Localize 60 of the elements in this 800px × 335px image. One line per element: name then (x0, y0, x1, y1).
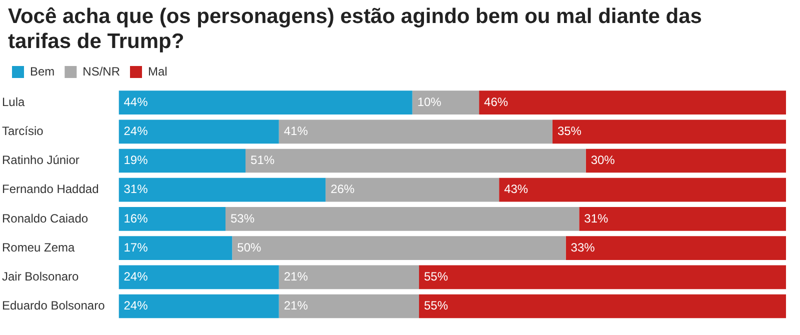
bar (232, 236, 566, 260)
bar (118, 90, 412, 114)
bar (118, 120, 279, 144)
data-label: 33% (570, 240, 596, 254)
data-label: 35% (557, 124, 582, 138)
bar (479, 90, 786, 114)
data-label: 50% (237, 240, 262, 254)
bar (246, 148, 586, 173)
data-label: 44% (124, 94, 148, 109)
y-tick-label: Romeu Zema (2, 240, 76, 254)
data-label: 31% (124, 182, 148, 196)
bar (226, 207, 580, 231)
data-label: 16% (124, 211, 148, 226)
y-tick-label: Ronaldo Caiado (2, 211, 88, 226)
bar (118, 265, 279, 290)
data-label: 41% (284, 124, 308, 138)
data-label: 46% (484, 94, 508, 109)
data-label: 43% (504, 182, 528, 196)
data-label: 19% (124, 153, 148, 168)
bar (278, 294, 420, 318)
legend-label: Mal (148, 64, 168, 78)
bar (579, 207, 786, 231)
y-tick-label: Ratinho Júnior (2, 153, 80, 168)
y-tick-label: Tarcísio (2, 124, 44, 138)
bar (326, 178, 500, 202)
chart-title: Você acha que (os personagens) estão agindo bem ou mal diante das tarifas de Trump? (8, 4, 703, 54)
data-label: 51% (250, 153, 275, 168)
legend-label: NS/NR (82, 64, 120, 78)
bar (118, 207, 226, 231)
y-tick-label: Fernando Haddad (2, 182, 99, 196)
bar (566, 236, 786, 260)
bar (278, 120, 552, 144)
bar (419, 265, 786, 290)
data-label: 24% (124, 269, 148, 284)
bar (118, 178, 326, 202)
y-tick-label: Jair Bolsonaro (2, 269, 80, 284)
data-label: 26% (330, 182, 355, 196)
bar (586, 148, 786, 173)
bar (118, 148, 246, 173)
bar (118, 294, 279, 318)
bar (412, 90, 480, 114)
bar (552, 120, 786, 144)
y-tick-label: Eduardo Bolsonaro (2, 298, 106, 313)
data-label: 10% (417, 94, 442, 109)
legend-label: Bem (30, 64, 55, 78)
bar (278, 265, 420, 290)
bar (419, 294, 786, 318)
data-label: 30% (590, 153, 616, 168)
data-label: 55% (424, 269, 448, 284)
data-label: 21% (284, 298, 308, 313)
data-label: 24% (124, 124, 148, 138)
bar (499, 178, 786, 202)
data-label: 21% (284, 269, 308, 284)
data-label: 24% (124, 298, 148, 313)
y-tick-label: Lula (2, 94, 26, 109)
data-label: 17% (124, 240, 148, 254)
data-label: 31% (584, 211, 608, 226)
data-label: 55% (424, 298, 448, 313)
bar (118, 236, 232, 260)
data-label: 53% (230, 211, 255, 226)
